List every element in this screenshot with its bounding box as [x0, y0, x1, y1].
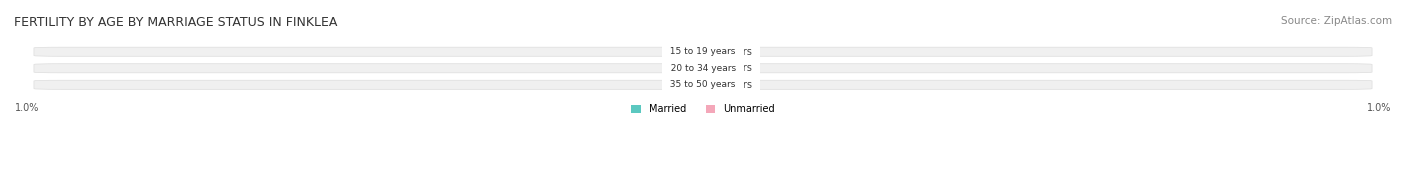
Text: Source: ZipAtlas.com: Source: ZipAtlas.com	[1281, 16, 1392, 26]
Text: FERTILITY BY AGE BY MARRIAGE STATUS IN FINKLEA: FERTILITY BY AGE BY MARRIAGE STATUS IN F…	[14, 16, 337, 29]
Text: 20 to 34 years: 20 to 34 years	[665, 64, 741, 73]
FancyBboxPatch shape	[703, 81, 730, 89]
Text: 0.0%: 0.0%	[676, 63, 703, 73]
Text: 0.0%: 0.0%	[676, 80, 703, 90]
Text: 20 to 34 years: 20 to 34 years	[675, 63, 758, 73]
Text: 0.0%: 0.0%	[676, 47, 703, 57]
Text: 15 to 19 years: 15 to 19 years	[665, 47, 741, 56]
Text: 0.0%: 0.0%	[703, 63, 730, 73]
FancyBboxPatch shape	[703, 47, 730, 56]
Text: 35 to 50 years: 35 to 50 years	[665, 80, 741, 89]
FancyBboxPatch shape	[676, 47, 703, 56]
FancyBboxPatch shape	[703, 64, 730, 73]
Text: 15 to 19 years: 15 to 19 years	[675, 47, 758, 57]
Text: 35 to 50 years: 35 to 50 years	[675, 80, 758, 90]
FancyBboxPatch shape	[34, 80, 1372, 89]
Text: 0.0%: 0.0%	[703, 47, 730, 57]
FancyBboxPatch shape	[34, 47, 1372, 56]
FancyBboxPatch shape	[676, 64, 703, 73]
FancyBboxPatch shape	[676, 81, 703, 89]
Legend: Married, Unmarried: Married, Unmarried	[627, 100, 779, 118]
FancyBboxPatch shape	[34, 64, 1372, 73]
Text: 0.0%: 0.0%	[703, 80, 730, 90]
